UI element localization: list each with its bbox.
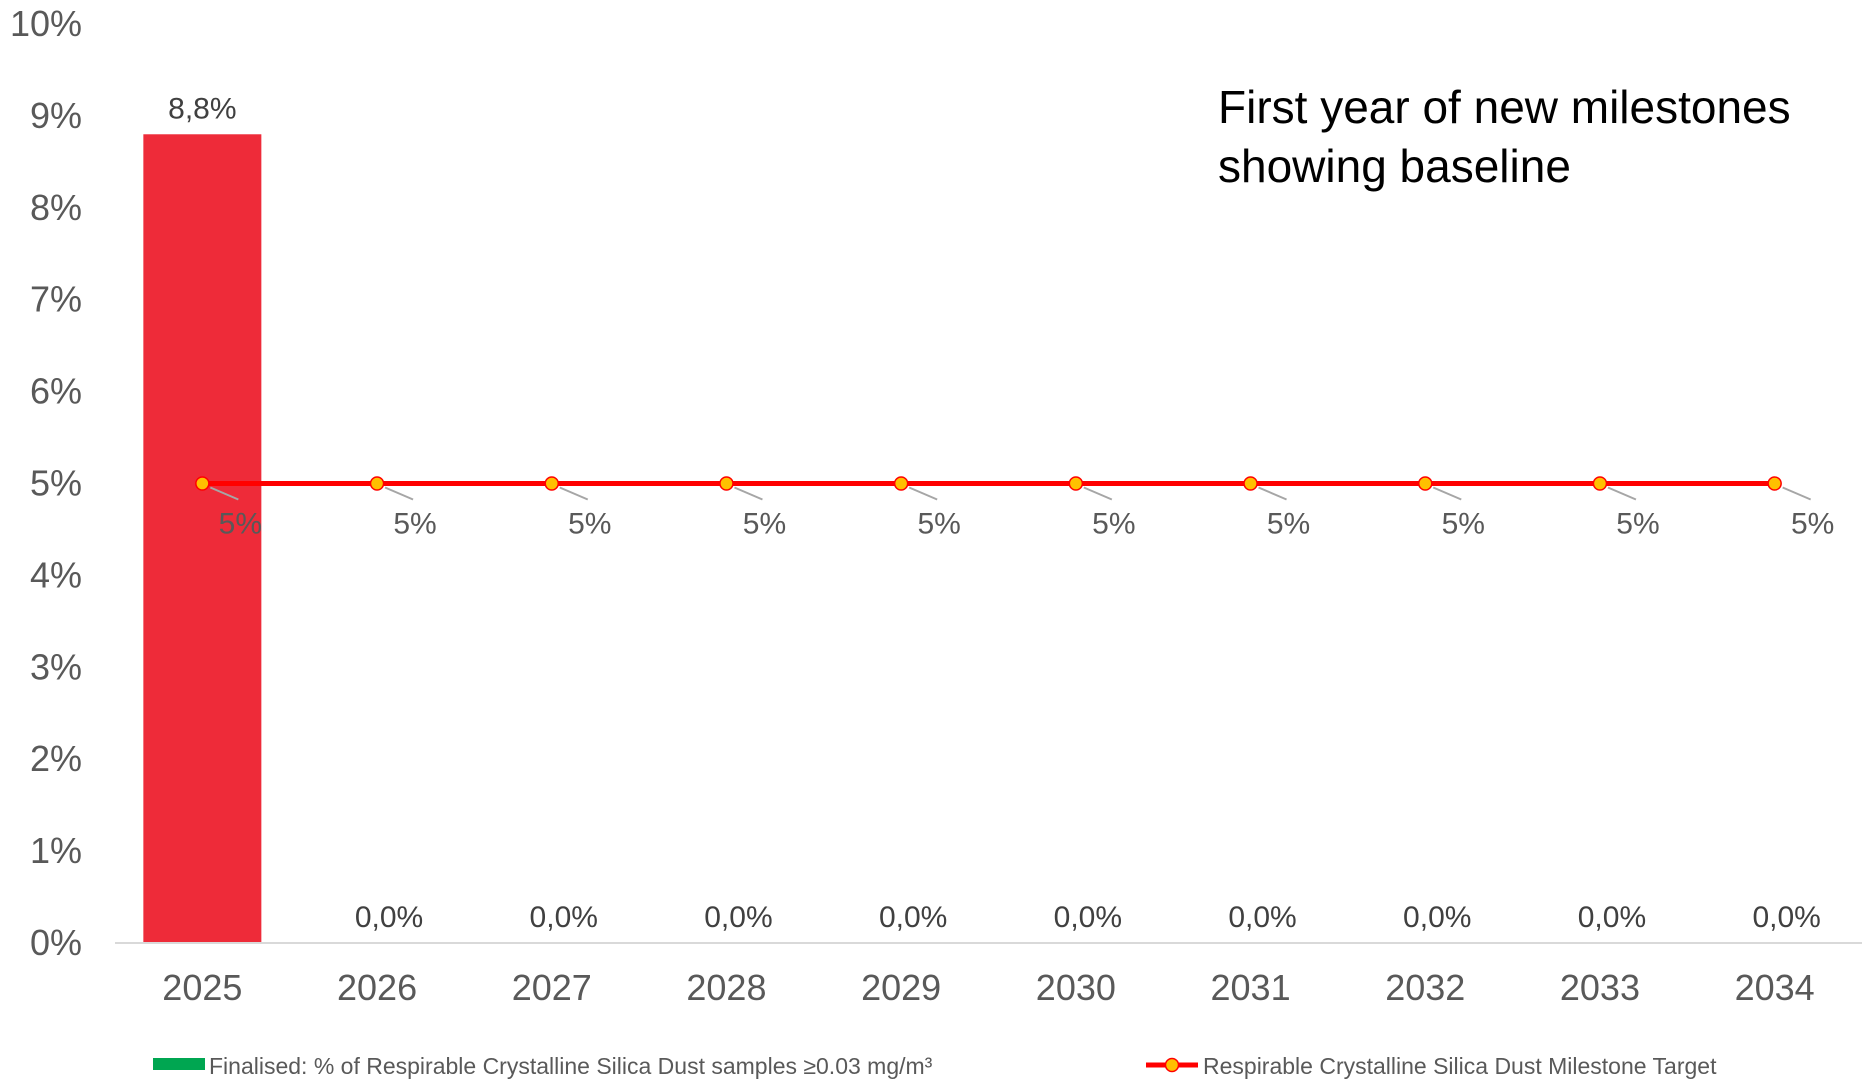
x-tick-label: 2030	[1036, 967, 1116, 1008]
target-data-label: 5%	[568, 508, 611, 541]
bar-data-label: 0,0%	[1578, 901, 1646, 934]
y-axis: 0% 1% 2% 3% 4% 5% 6% 7% 8% 9% 10%	[10, 3, 82, 963]
target-leader-line	[1432, 486, 1462, 501]
bar	[143, 134, 262, 943]
y-tick-label: 3%	[30, 646, 82, 687]
bar-data-label: 0,0%	[879, 901, 947, 934]
legend-label-line: Respirable Crystalline Silica Dust Miles…	[1203, 1053, 1717, 1079]
target-leader-line	[1782, 486, 1812, 501]
x-tick-label: 2026	[337, 967, 417, 1008]
target-leader-line	[908, 486, 938, 501]
annotation-line: First year of new milestones	[1218, 81, 1791, 133]
target-data-label: 5%	[743, 508, 786, 541]
y-tick-label: 6%	[30, 371, 82, 412]
y-tick-label: 4%	[30, 554, 82, 595]
target-data-label: 5%	[917, 508, 960, 541]
target-marker	[544, 476, 559, 491]
bar-data-label: 0,0%	[1228, 901, 1296, 934]
x-tick-label: 2032	[1385, 967, 1465, 1008]
target-marker	[719, 476, 734, 491]
bar-data-label: 0,0%	[1403, 901, 1471, 934]
x-tick-label: 2033	[1560, 967, 1640, 1008]
legend: Finalised: % of Respirable Crystalline S…	[153, 1053, 1717, 1079]
y-tick-label: 1%	[30, 830, 82, 871]
legend-label-bar: Finalised: % of Respirable Crystalline S…	[209, 1053, 933, 1079]
annotation-line: showing baseline	[1218, 140, 1571, 192]
x-tick-label: 2025	[162, 967, 242, 1008]
bar-data-label: 0,0%	[1752, 901, 1820, 934]
bar-series: 8,8% 0,0% 0,0% 0,0% 0,0% 0,0% 0,0% 0,0% 0,0% 0,0%	[143, 92, 1821, 943]
target-marker	[369, 476, 385, 491]
y-tick-label: 5%	[30, 463, 82, 504]
chart-annotation: First year of new milestones showing base…	[1218, 81, 1791, 192]
target-leader-line	[559, 486, 589, 501]
target-marker	[1418, 476, 1433, 491]
bar-data-label: 0,0%	[355, 901, 423, 934]
y-tick-label: 9%	[30, 95, 82, 136]
target-marker	[1592, 476, 1608, 491]
x-tick-label: 2034	[1735, 967, 1815, 1008]
x-axis: 2025 2026 2027 2028 2029 2030 2031 2032 2033 2034	[115, 942, 1862, 1008]
bar-data-label: 0,0%	[704, 901, 772, 934]
target-leader-line	[734, 486, 763, 501]
target-data-label: 5%	[1616, 508, 1659, 541]
target-leader-line	[1607, 486, 1637, 501]
bar-data-label: 8,8%	[168, 92, 236, 125]
target-marker	[1243, 476, 1258, 491]
target-data-label: 5%	[1092, 508, 1135, 541]
target-marker	[1068, 476, 1084, 491]
y-tick-label: 2%	[30, 738, 82, 779]
target-leader-line	[1258, 486, 1287, 501]
y-tick-label: 0%	[30, 922, 82, 963]
bar-data-label: 0,0%	[530, 901, 598, 934]
target-leader-line	[384, 486, 414, 501]
target-data-label: 5%	[1267, 508, 1310, 541]
bar-data-label: 0,0%	[1054, 901, 1122, 934]
y-tick-label: 8%	[30, 187, 82, 228]
target-marker	[1767, 476, 1782, 491]
target-data-label: 5%	[219, 508, 262, 541]
target-data-label: 5%	[1791, 508, 1834, 541]
target-leader-line	[1083, 486, 1113, 501]
y-tick-label: 10%	[10, 3, 82, 44]
target-data-label: 5%	[393, 508, 436, 541]
legend-marker	[1164, 1057, 1180, 1073]
target-data-label: 5%	[1442, 508, 1485, 541]
x-tick-label: 2031	[1211, 967, 1291, 1008]
target-marker	[893, 476, 909, 491]
target-leader-line	[209, 486, 239, 501]
target-marker	[195, 476, 210, 491]
y-tick-label: 7%	[30, 279, 82, 320]
target-line-series: 5% 5% 5% 5% 5% 5% 5% 5% 5% 5%	[195, 476, 1834, 541]
legend-swatch-bar	[153, 1058, 205, 1070]
x-tick-label: 2027	[512, 967, 592, 1008]
x-tick-label: 2029	[861, 967, 941, 1008]
x-tick-label: 2028	[686, 967, 766, 1008]
